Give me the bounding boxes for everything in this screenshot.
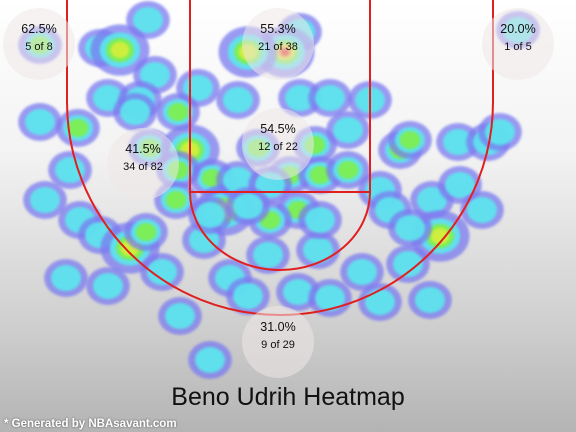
heat-spot xyxy=(51,265,81,291)
heat-spot xyxy=(233,283,263,309)
zone-paint: 54.5% 12 of 22 xyxy=(242,108,314,180)
heat-spot xyxy=(253,242,283,268)
heat-spot xyxy=(443,129,473,155)
heat-spot xyxy=(30,187,60,213)
heat-spot xyxy=(347,259,377,285)
zone-pct: 54.5% xyxy=(260,122,296,136)
zone-count: 5 of 8 xyxy=(25,41,53,53)
heat-spot xyxy=(309,166,331,184)
zone-pct: 31.0% xyxy=(260,320,296,334)
heat-spot xyxy=(223,87,253,113)
heat-spot xyxy=(140,62,170,88)
heat-spot xyxy=(303,237,333,263)
zone-count: 21 of 38 xyxy=(258,41,298,53)
heat-spot xyxy=(110,41,130,59)
heat-spot xyxy=(195,202,225,228)
heat-spot xyxy=(467,197,497,223)
heat-spot xyxy=(395,215,425,241)
zone-left-corner: 62.5% 5 of 8 xyxy=(3,8,75,80)
heat-spot xyxy=(167,103,189,121)
zone-pct: 62.5% xyxy=(21,22,57,36)
heat-spot xyxy=(67,119,89,137)
heat-spot xyxy=(430,227,450,245)
heat-spot xyxy=(133,7,163,33)
credit-text: * Generated by NBAsavant.com xyxy=(4,418,177,430)
zone-restricted-area: 55.3% 21 of 38 xyxy=(242,8,314,80)
heat-spot xyxy=(147,259,177,285)
heat-spot xyxy=(165,191,187,209)
heat-spot xyxy=(305,207,335,233)
heat-spot xyxy=(93,273,123,299)
heat-spot xyxy=(417,187,447,213)
heat-spot xyxy=(415,287,445,313)
heat-spot xyxy=(399,131,421,149)
zone-pct: 55.3% xyxy=(260,22,296,36)
heat-spot xyxy=(233,193,263,219)
heat-spot xyxy=(315,85,345,111)
zone-count: 1 of 5 xyxy=(504,41,532,53)
heat-spot xyxy=(283,279,313,305)
zone-count: 9 of 29 xyxy=(261,339,295,351)
paint-box xyxy=(189,0,371,193)
free-throw-arc xyxy=(189,191,371,271)
heat-spot xyxy=(195,347,225,373)
heat-spot xyxy=(393,251,423,277)
zone-top-three: 31.0% 9 of 29 xyxy=(242,306,314,378)
zone-pct: 20.0% xyxy=(500,22,536,36)
heat-spot xyxy=(55,157,85,183)
heat-spot xyxy=(445,172,475,198)
heat-spot xyxy=(337,161,359,179)
heat-spot xyxy=(165,303,195,329)
zone-right-corner: 20.0% 1 of 5 xyxy=(482,8,554,80)
heat-spot xyxy=(315,285,345,311)
zone-left-midrange: 41.5% 34 of 82 xyxy=(107,128,179,200)
zone-count: 12 of 22 xyxy=(258,141,298,153)
heat-spot xyxy=(135,223,157,241)
heat-spot xyxy=(223,167,253,193)
heat-spot xyxy=(285,85,315,111)
heat-spot xyxy=(365,289,395,315)
heat-spot xyxy=(25,109,55,135)
heat-spot xyxy=(120,99,150,125)
zone-count: 34 of 82 xyxy=(123,161,163,173)
heat-spot xyxy=(333,117,363,143)
zone-pct: 41.5% xyxy=(125,142,161,156)
chart-title: Beno Udrih Heatmap xyxy=(171,383,405,411)
